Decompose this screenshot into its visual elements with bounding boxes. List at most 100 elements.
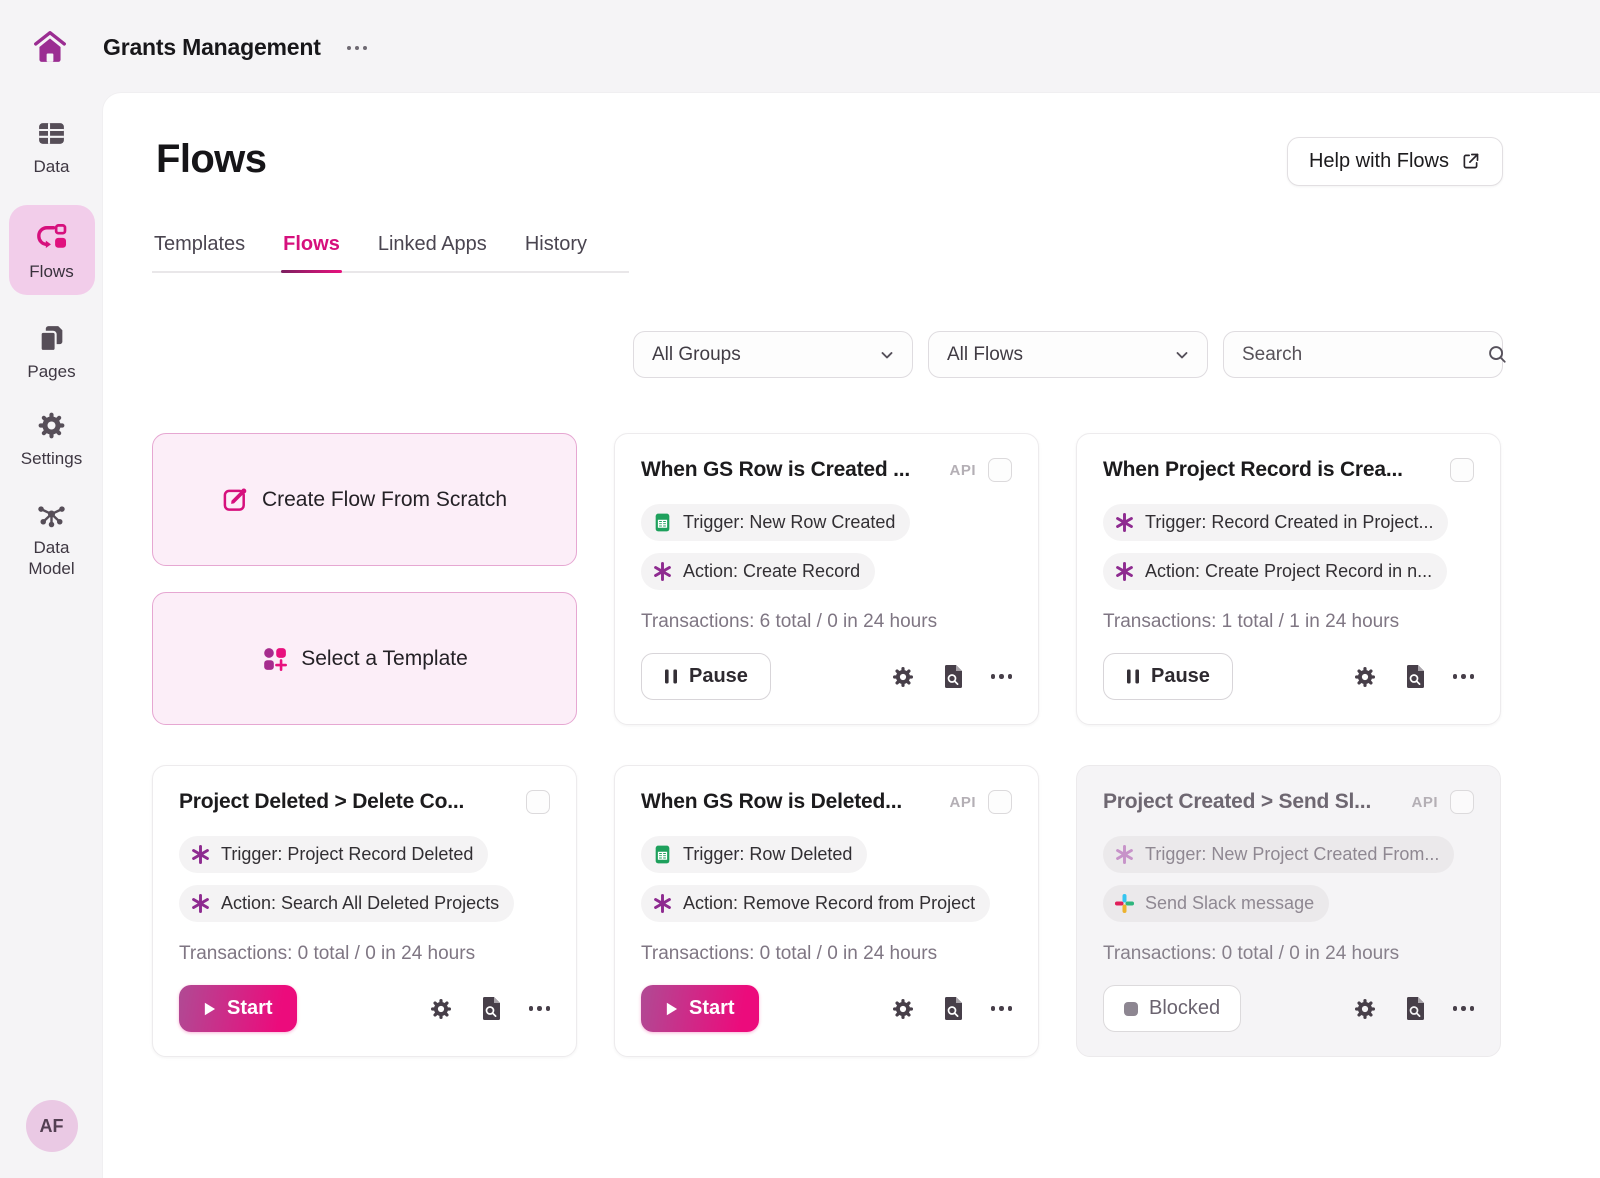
flow-logs-button[interactable]	[1404, 996, 1426, 1021]
flow-settings-button[interactable]	[891, 665, 915, 689]
flow-settings-button[interactable]	[891, 997, 915, 1021]
api-badge: API	[949, 461, 976, 479]
transactions-text: Transactions: 6 total / 0 in 24 hours	[641, 611, 938, 632]
trigger-chip: Trigger: Record Created in Project...	[1103, 504, 1449, 541]
search-input[interactable]	[1242, 343, 1487, 366]
more-options-icon[interactable]	[1452, 1006, 1474, 1011]
slack-icon	[1114, 893, 1135, 914]
sidebar-item-data[interactable]: Data	[0, 118, 103, 177]
more-options-icon[interactable]	[990, 674, 1012, 679]
asterisk-icon	[1114, 844, 1135, 865]
sidebar-item-label: Data	[33, 157, 70, 176]
more-options-icon[interactable]	[990, 1006, 1012, 1011]
gear-icon	[891, 665, 915, 689]
flow-card: When GS Row is Deleted... API	[614, 765, 1039, 1057]
flow-title: When Project Record is Crea...	[1103, 458, 1403, 481]
trigger-chip: Trigger: Project Record Deleted	[179, 836, 489, 873]
gear-icon	[1353, 997, 1377, 1021]
trigger-chip: Trigger: New Project Created From...	[1103, 836, 1455, 873]
gear-icon	[429, 997, 453, 1021]
flows-filter-dropdown[interactable]: All Flows	[928, 331, 1208, 378]
data-model-icon	[35, 497, 68, 530]
flow-logs-button[interactable]	[1404, 664, 1426, 689]
top-bar: Grants Management	[0, 0, 1600, 93]
action-chip: Action: Create Record	[641, 553, 876, 590]
chip-label: Send Slack message	[1145, 893, 1315, 913]
home-button[interactable]	[28, 28, 72, 68]
flow-logs-button[interactable]	[480, 996, 502, 1021]
sidebar-item-pages[interactable]: Pages	[0, 323, 103, 382]
file-search-icon	[480, 996, 502, 1021]
action-chip: Action: Search All Deleted Projects	[179, 885, 515, 922]
flow-checkbox[interactable]	[988, 790, 1012, 814]
start-button[interactable]: Start	[179, 985, 297, 1032]
blocked-button[interactable]: Blocked	[1103, 985, 1242, 1032]
flow-settings-button[interactable]	[1353, 997, 1377, 1021]
flow-settings-button[interactable]	[429, 997, 453, 1021]
action-chip: Action: Create Project Record in n...	[1103, 553, 1448, 590]
search-box	[1223, 331, 1506, 378]
sidebar-item-data-model[interactable]: Data Model	[0, 497, 103, 580]
main-panel: Flows Help with Flows Templates Flows Li…	[103, 93, 1600, 1178]
more-options-icon[interactable]	[528, 1006, 550, 1011]
api-badge: API	[1411, 793, 1438, 811]
file-search-icon	[1404, 996, 1426, 1021]
chip-label: Action: Remove Record from Project	[683, 893, 976, 913]
pause-button[interactable]: Pause	[1103, 653, 1233, 700]
sidebar-item-label: Flows	[29, 262, 74, 282]
chip-label: Trigger: Row Deleted	[683, 844, 853, 864]
create-flow-label: Create Flow From Scratch	[261, 487, 508, 511]
gear-icon	[891, 997, 915, 1021]
trigger-chip: Trigger: New Row Created	[641, 504, 911, 541]
flow-card: When GS Row is Created ... API	[614, 433, 1039, 725]
tab-bar: Templates Flows Linked Apps History	[152, 233, 630, 273]
start-label: Start	[689, 997, 735, 1019]
help-button-label: Help with Flows	[1308, 150, 1449, 172]
groups-filter-dropdown[interactable]: All Groups	[633, 331, 913, 378]
pause-icon	[664, 668, 678, 685]
tab-templates[interactable]: Templates	[154, 233, 246, 255]
chevron-down-icon	[878, 346, 896, 364]
flow-checkbox[interactable]	[1450, 790, 1474, 814]
table-icon	[36, 118, 67, 149]
tab-linked-apps[interactable]: Linked Apps	[377, 233, 487, 255]
pause-label: Pause	[1151, 665, 1210, 687]
chip-label: Action: Create Project Record in n...	[1145, 561, 1433, 581]
chip-label: Trigger: Project Record Deleted	[221, 844, 474, 864]
transactions-text: Transactions: 1 total / 1 in 24 hours	[1103, 611, 1400, 632]
sidebar: Data Flows Pages	[0, 93, 103, 1178]
asterisk-icon	[190, 844, 211, 865]
sidebar-item-label: Pages	[27, 361, 76, 381]
avatar[interactable]: AF	[25, 1100, 78, 1152]
flow-settings-button[interactable]	[1353, 665, 1377, 689]
tab-history[interactable]: History	[524, 233, 588, 255]
sidebar-item-label: Data Model	[28, 538, 75, 579]
start-button[interactable]: Start	[641, 985, 759, 1032]
flow-logs-button[interactable]	[942, 996, 964, 1021]
flow-logs-button[interactable]	[942, 664, 964, 689]
asterisk-icon	[1114, 512, 1135, 533]
sidebar-item-flows[interactable]: Flows	[8, 205, 95, 295]
flow-checkbox[interactable]	[988, 458, 1012, 482]
pause-button[interactable]: Pause	[641, 653, 771, 700]
flow-checkbox[interactable]	[526, 790, 550, 814]
flow-card: Project Created > Send Sl... API Trigger…	[1076, 765, 1501, 1057]
file-search-icon	[942, 996, 964, 1021]
create-flow-from-scratch-button[interactable]: Create Flow From Scratch	[152, 433, 577, 566]
asterisk-icon	[652, 561, 673, 582]
sidebar-item-settings[interactable]: Settings	[0, 410, 103, 469]
help-with-flows-button[interactable]: Help with Flows	[1286, 137, 1503, 186]
flow-checkbox[interactable]	[1450, 458, 1474, 482]
chevron-down-icon	[1173, 346, 1191, 364]
flows-icon	[34, 219, 69, 254]
trigger-chip: Trigger: Row Deleted	[641, 836, 868, 873]
app-more-icon[interactable]	[346, 45, 367, 50]
file-search-icon	[1404, 664, 1426, 689]
flow-title: When GS Row is Created ...	[641, 458, 911, 481]
play-icon	[203, 1001, 216, 1017]
play-icon	[665, 1001, 678, 1017]
transactions-text: Transactions: 0 total / 0 in 24 hours	[1103, 943, 1400, 964]
select-a-template-button[interactable]: Select a Template	[152, 592, 577, 725]
tab-flows[interactable]: Flows	[281, 233, 342, 273]
more-options-icon[interactable]	[1452, 674, 1474, 679]
